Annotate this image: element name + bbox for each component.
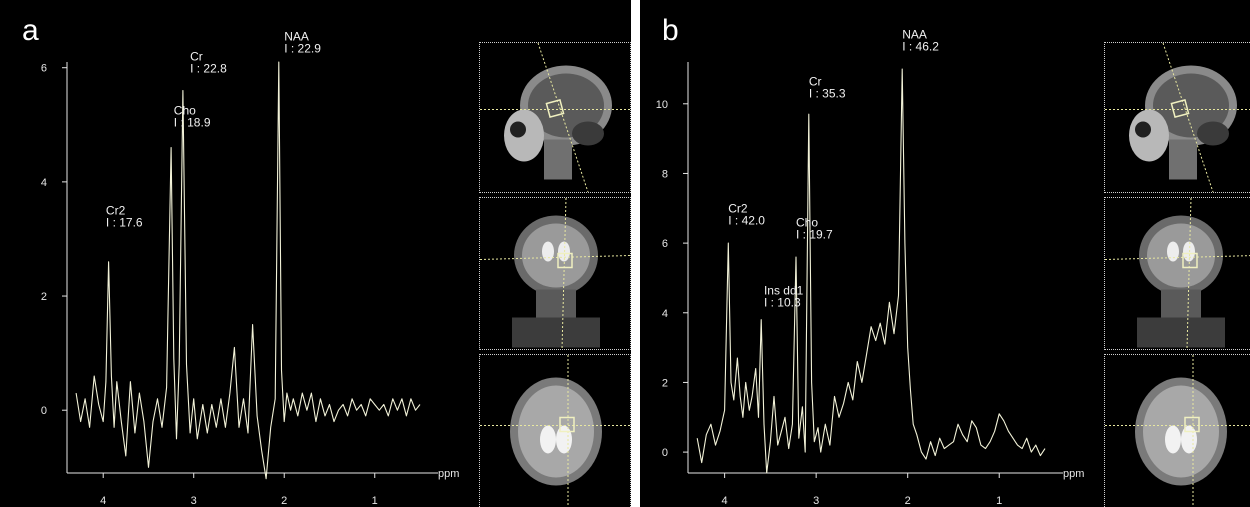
mri-axial-image [480,355,630,507]
peak-name-label: Ins dd1 [764,284,804,298]
panel-label-a: a [22,14,39,47]
y-tick-label: 8 [662,168,668,180]
peak-name-label: Cr [809,75,822,89]
x-tick-label: 3 [813,495,819,507]
spectrum-panel-b: b 0 2 4 6 8 10 4 3 2 1 ppm Cr2 I : 42.0 Ins dd1 I : 10… [640,0,1250,507]
spectrum-line [75,61,421,480]
peak-annotation: CrI : 35.3 [809,75,846,101]
y-tick-label: 0 [41,405,47,417]
x-axis-label: ppm [438,468,459,480]
mri-sagittal-image [480,43,630,192]
peak-annotation: CrI : 22.8 [190,49,227,75]
x-tick-label: 4 [100,495,106,507]
spectrum-line [696,68,1046,474]
x-tick-label: 3 [191,495,197,507]
peak-name-label: NAA [902,28,927,42]
mri-axial-image [1105,355,1250,507]
mri-sagittal-view-b [1104,42,1250,193]
y-tick-label: 2 [41,291,47,303]
peak-name-label: Cr2 [728,202,748,216]
peak-integral-label: I : 22.9 [284,41,321,55]
peak-integral-label: I : 17.6 [106,216,143,230]
spectrum-panel-a: a 0 2 4 6 4 3 2 1 ppm Cr2 I : 17.6 Cho I : 18.9 Cr I :… [0,0,631,507]
mri-sagittal-image [1105,43,1250,192]
peak-integral-label: I : 46.2 [902,40,939,54]
peak-integral-label: I : 18.9 [174,116,211,130]
mri-sagittal-view-a [479,42,631,193]
y-tick-label: 4 [41,177,47,189]
peak-integral-label: I : 10.3 [764,296,801,310]
y-tick-label: 6 [41,63,47,75]
mri-axial-view-b [1104,354,1250,507]
x-tick-label: 4 [722,495,728,507]
y-tick-label: 10 [656,99,668,111]
y-tick-label: 0 [662,447,668,459]
peak-name-label: Cr [190,49,203,63]
peak-name-label: Cr2 [106,204,126,218]
x-axis-label: ppm [1063,468,1084,480]
mri-coronal-view-b [1104,197,1250,350]
panel-label-b: b [662,14,679,47]
x-tick-label: 2 [905,495,911,507]
mri-coronal-image [1105,198,1250,349]
peak-integral-label: I : 22.8 [190,61,227,75]
y-tick-label: 2 [662,377,668,389]
mri-coronal-view-a [479,197,631,350]
peak-integral-label: I : 19.7 [796,228,833,242]
mri-axial-view-a [479,354,631,507]
peak-integral-label: I : 35.3 [809,87,846,101]
x-tick-label: 1 [372,495,378,507]
peak-integral-label: I : 42.0 [728,214,765,228]
peak-name-label: Cho [796,216,818,230]
y-tick-label: 6 [662,238,668,250]
peak-name-label: NAA [284,29,309,43]
x-tick-label: 1 [996,495,1002,507]
mri-coronal-image [480,198,630,349]
x-tick-label: 2 [281,495,287,507]
peak-name-label: Cho [174,104,196,118]
y-tick-label: 4 [662,308,668,320]
